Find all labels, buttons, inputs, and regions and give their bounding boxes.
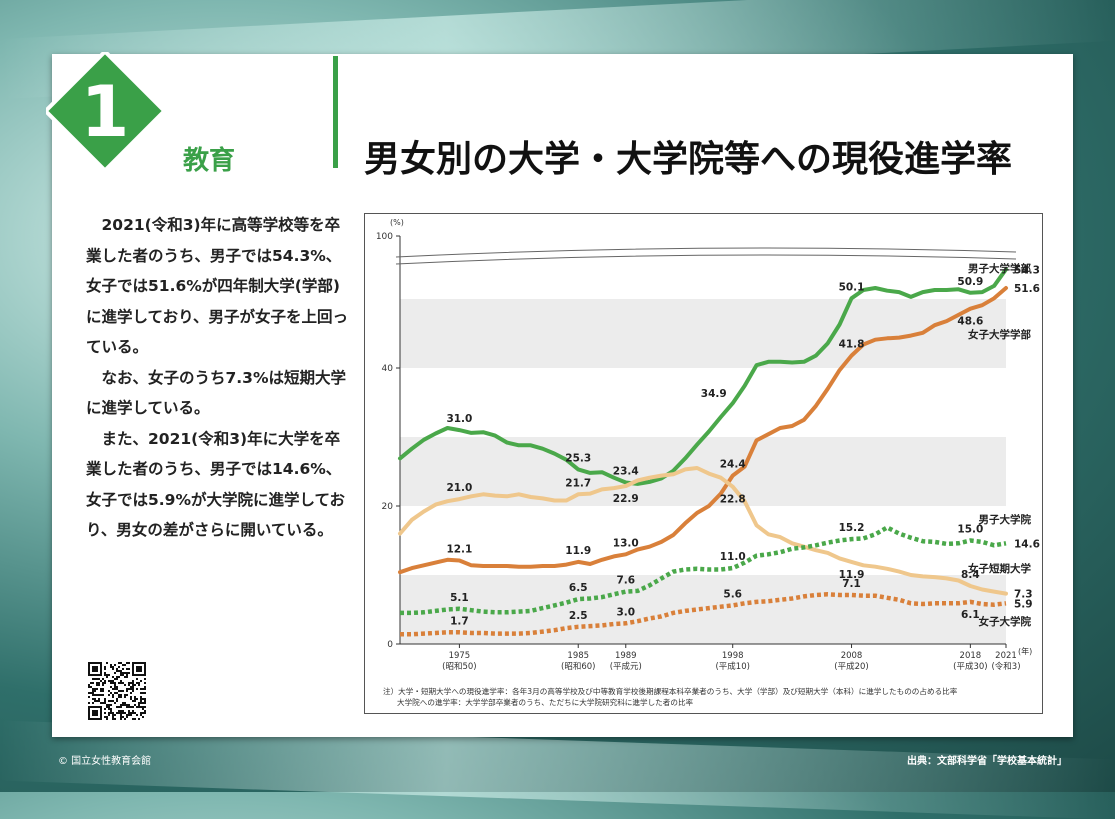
data-label: 14.6 bbox=[1014, 538, 1040, 550]
x-tick-sublabel: (平成元) bbox=[610, 661, 642, 672]
series-legend-label: 女子大学院 bbox=[979, 615, 1032, 628]
y-tick-label: 20 bbox=[382, 502, 394, 512]
data-label: 3.0 bbox=[616, 606, 635, 618]
data-label: 7.1 bbox=[842, 578, 861, 590]
x-tick-sublabel: (平成30) bbox=[953, 661, 987, 672]
data-label: 8.4 bbox=[961, 569, 980, 581]
series-line-女子大学学部 bbox=[398, 286, 1008, 575]
x-tick-label: 1975 bbox=[449, 651, 471, 661]
x-tick-label: 2021 bbox=[995, 651, 1017, 661]
y-tick-label: 0 bbox=[387, 640, 393, 650]
series-line-男子大学学部 bbox=[398, 267, 1008, 486]
data-label: 11.0 bbox=[720, 551, 746, 563]
qr-code-icon[interactable] bbox=[88, 662, 146, 720]
x-tick-label: 2018 bbox=[960, 651, 982, 661]
series-legend-label: 女子大学学部 bbox=[968, 328, 1031, 341]
x-tick-sublabel: (令和3) bbox=[991, 661, 1020, 672]
data-label: 25.3 bbox=[565, 452, 591, 464]
data-label: 51.6 bbox=[1014, 283, 1040, 295]
x-axis-unit: (年) bbox=[1018, 646, 1032, 656]
x-tick-label: 1985 bbox=[567, 651, 589, 661]
summary-paragraph: 2021(令和3)年に高等学校等を卒業した者のうち、男子では54.3%、女子では… bbox=[86, 216, 348, 356]
data-label: 24.4 bbox=[720, 459, 746, 471]
data-label: 5.9 bbox=[1014, 598, 1033, 610]
data-label: 6.5 bbox=[569, 582, 588, 594]
series-line-男子大学院 bbox=[400, 525, 1007, 616]
source-credit: 出典：文部科学省「学校基本統計」 bbox=[907, 756, 1067, 767]
section-number-badge: 1 bbox=[46, 52, 164, 170]
gray-band bbox=[400, 299, 1006, 368]
x-tick-label: 1998 bbox=[722, 651, 744, 661]
chart-note: 大学院への進学率：大学学部卒業者のうち、ただちに大学院研究科に進学した者の比率 bbox=[397, 697, 694, 707]
chart-note: 注）大学・短期大学への現役進学率：各年3月の高等学校及び中等教育学校後期課程本科… bbox=[383, 686, 958, 696]
data-label: 31.0 bbox=[446, 413, 472, 425]
section-number: 1 bbox=[81, 71, 130, 153]
axis-break-line bbox=[395, 254, 1017, 265]
data-label: 12.1 bbox=[446, 544, 472, 556]
summary-text: 2021(令和3)年に高等学校等を卒業した者のうち、男子では54.3%、女子では… bbox=[86, 210, 348, 546]
y-tick-label: 40 bbox=[382, 364, 394, 374]
title-divider bbox=[333, 56, 338, 168]
data-label: 41.8 bbox=[839, 339, 865, 351]
series-legend-label: 男子大学院 bbox=[979, 513, 1032, 526]
data-label: 23.4 bbox=[613, 466, 639, 478]
gray-band bbox=[400, 575, 1006, 644]
data-label: 7.6 bbox=[616, 575, 635, 587]
data-label: 22.9 bbox=[613, 493, 639, 505]
line-chart: 0 20 40 100 (%) 1975(昭和50) 1985(昭和60) 1989(平成元)… bbox=[376, 218, 1040, 707]
x-tick-sublabel: (昭和60) bbox=[561, 662, 595, 672]
data-label: 48.6 bbox=[957, 316, 983, 328]
data-label: 21.0 bbox=[446, 482, 472, 494]
y-tick-label: 100 bbox=[376, 232, 393, 242]
chart-frame: 0 20 40 100 (%) 1975 (昭和50) 1985 (昭和60) 1989 (平成元)… bbox=[364, 213, 1043, 714]
x-tick-sublabel: (平成10) bbox=[715, 661, 749, 672]
x-tick-label: 2008 bbox=[841, 651, 863, 661]
x-tick-sublabel: (平成20) bbox=[834, 661, 868, 672]
data-label: 11.9 bbox=[565, 545, 591, 557]
data-label: 13.0 bbox=[613, 537, 639, 549]
data-label: 21.7 bbox=[565, 477, 591, 489]
data-label: 5.1 bbox=[450, 592, 469, 604]
data-label: 22.8 bbox=[720, 494, 746, 506]
summary-paragraph: また、2021(令和3)年に大学を卒業した者のうち、男子では14.6%、女子では… bbox=[86, 429, 346, 540]
data-label: 34.9 bbox=[701, 388, 727, 400]
data-label: 1.7 bbox=[450, 615, 469, 627]
axis-break-line bbox=[395, 247, 1017, 258]
data-label: 6.1 bbox=[961, 609, 980, 621]
series-legend-label: 男子大学学部 bbox=[968, 262, 1031, 275]
data-label: 15.0 bbox=[957, 524, 983, 536]
data-label: 54.3 bbox=[1014, 264, 1040, 276]
data-label: 50.9 bbox=[957, 276, 983, 288]
x-tick-label: 1989 bbox=[615, 651, 637, 661]
data-label: 7.3 bbox=[1014, 589, 1033, 601]
data-label: 5.6 bbox=[723, 588, 742, 600]
series-line-女子大学院 bbox=[400, 592, 1007, 637]
data-label: 15.2 bbox=[839, 522, 865, 534]
series-legend-label: 女子短期大学 bbox=[968, 562, 1031, 575]
page-title: 男女別の大学・大学院等への現役進学率 bbox=[364, 139, 1013, 180]
summary-paragraph: なお、女子のうち7.3%は短期大学に進学している。 bbox=[86, 368, 346, 418]
copyright: © 国立女性教育会館 bbox=[58, 756, 152, 767]
x-tick-sublabel: (昭和50) bbox=[442, 662, 476, 672]
data-label: 2.5 bbox=[569, 610, 588, 622]
y-axis-unit: (%) bbox=[390, 218, 404, 227]
series-line-女子短期大学 bbox=[398, 466, 1008, 596]
section-label: 教育 bbox=[183, 146, 236, 176]
data-label: 50.1 bbox=[839, 281, 865, 293]
data-label: 11.9 bbox=[839, 569, 865, 581]
